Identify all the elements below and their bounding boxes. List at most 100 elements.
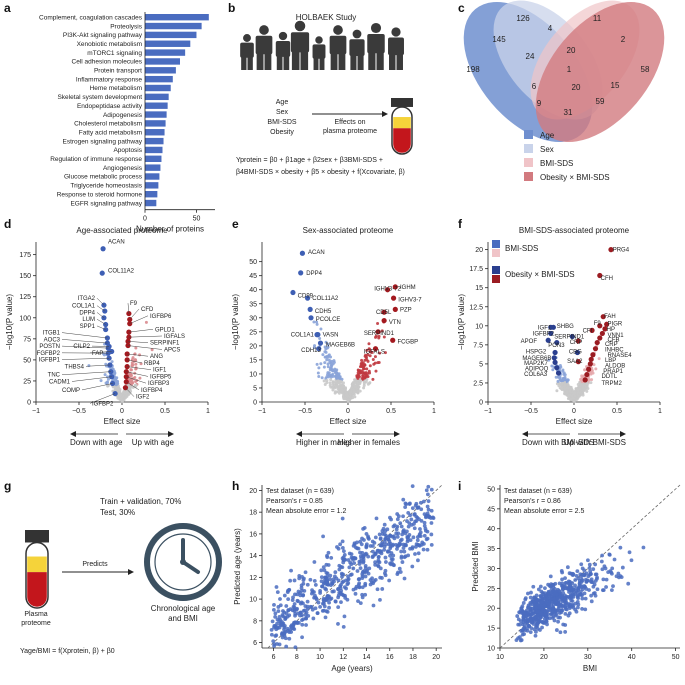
prediction-point (306, 583, 310, 587)
protein-point (352, 389, 355, 392)
protein-label: IGFBP6 (150, 314, 172, 320)
prediction-point (320, 575, 324, 579)
prediction-point (291, 598, 295, 602)
prediction-point (534, 606, 538, 610)
prediction-point (555, 628, 559, 632)
x-tick-label: 30 (584, 654, 592, 661)
highlighted-protein-point (584, 372, 589, 377)
prediction-point (328, 577, 332, 581)
protein-point (317, 366, 320, 369)
x-tick-label: 18 (409, 654, 417, 661)
protein-point (336, 387, 339, 390)
highlighted-protein-point (595, 340, 600, 345)
prediction-point (425, 488, 429, 492)
legend-swatch (524, 130, 533, 139)
tube-label-proteome: proteome (21, 620, 51, 627)
prediction-point (426, 530, 430, 534)
bar-category-label: Proteolysis (110, 23, 143, 30)
prediction-point (321, 609, 325, 613)
highlighted-protein-point (390, 338, 395, 343)
protein-point (349, 391, 352, 394)
direction-arrowhead-left (522, 431, 528, 437)
highlighted-protein-point (589, 357, 594, 362)
prediction-point (387, 542, 391, 546)
prediction-point (414, 502, 418, 506)
prediction-point (413, 552, 417, 556)
prediction-point (273, 634, 277, 638)
protein-point (566, 391, 569, 394)
prediction-point (521, 622, 525, 626)
prediction-point (363, 526, 367, 530)
prediction-point (270, 633, 274, 637)
prediction-point (364, 566, 368, 570)
person-head-icon (353, 30, 362, 39)
prediction-point (630, 558, 634, 562)
prediction-point (327, 563, 331, 567)
highlighted-protein-point (382, 318, 387, 323)
protein-label: IGFBP3 (148, 381, 170, 387)
prediction-point (521, 628, 525, 632)
prediction-point (353, 543, 357, 547)
y-tick-label: 20 (475, 247, 483, 254)
highlighted-protein-point (318, 340, 323, 345)
prediction-point (579, 590, 583, 594)
protein-point (356, 390, 359, 393)
leader-line (62, 358, 109, 359)
prediction-point (350, 572, 354, 576)
tube-blood-icon (27, 572, 47, 607)
prediction-point (319, 568, 323, 572)
protein-point (313, 344, 316, 347)
prediction-point (376, 549, 380, 553)
prediction-point (400, 525, 404, 529)
protein-label: IGFBP5 (150, 374, 172, 380)
prediction-point (591, 567, 595, 571)
protein-point (566, 386, 569, 389)
x-tick-label: 10 (496, 654, 504, 661)
prediction-point (568, 589, 572, 593)
prediction-point (339, 600, 343, 604)
prediction-point (360, 593, 364, 597)
person-leg-icon (265, 52, 272, 70)
prediction-point (293, 606, 297, 610)
protein-point (374, 355, 377, 358)
protein-point (324, 383, 327, 386)
prediction-point (289, 569, 293, 573)
prediction-point (422, 548, 426, 552)
prediction-point (361, 570, 365, 574)
prediction-point (327, 606, 331, 610)
bar-category-label: Apoptosis (113, 147, 142, 154)
prediction-point (569, 584, 573, 588)
prediction-point (558, 616, 562, 620)
protein-label: SHBG (557, 324, 574, 330)
protein-label: COL11A2 (108, 268, 135, 274)
prediction-point (312, 560, 316, 564)
prediction-point (387, 538, 391, 542)
prediction-point (351, 567, 355, 571)
prediction-point (286, 590, 290, 594)
y-tick-label: 6 (253, 640, 257, 647)
protein-label: CDH5 (315, 309, 332, 315)
x-tick-label: 1 (206, 408, 210, 415)
prediction-point (560, 571, 564, 575)
arrow-label-effects: Effects on (334, 119, 365, 126)
x-tick-label: −1 (32, 408, 40, 415)
protein-point (357, 368, 360, 371)
person-head-icon (391, 27, 400, 36)
prediction-point (558, 611, 562, 615)
prediction-point (584, 597, 588, 601)
protein-point (87, 364, 90, 367)
protein-point (329, 386, 332, 389)
prediction-point (396, 543, 400, 547)
prediction-point (398, 567, 402, 571)
prediction-point (273, 615, 277, 619)
prediction-point (522, 601, 526, 605)
y-tick-label: 5 (479, 361, 483, 368)
prediction-point (405, 530, 409, 534)
protein-label: ITGA2 (78, 296, 96, 302)
prediction-point (535, 598, 539, 602)
x-axis-label: Effect size (104, 417, 141, 426)
prediction-point (311, 617, 315, 621)
y-tick-label: 15 (249, 357, 257, 364)
prediction-point (272, 608, 276, 612)
protein-point (362, 367, 365, 370)
